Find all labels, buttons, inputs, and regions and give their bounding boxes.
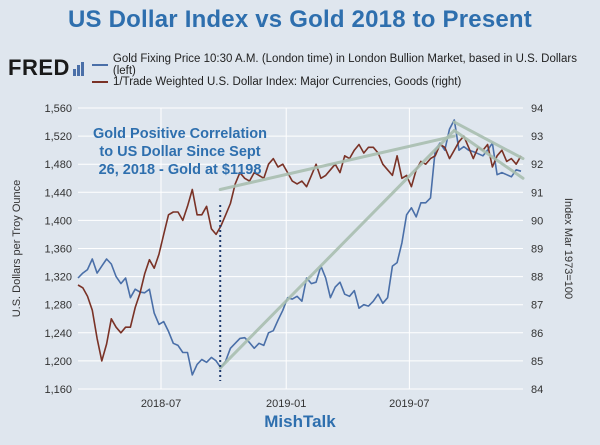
legend-swatch-dollar <box>92 80 108 83</box>
ytick-label-left: 1,200 <box>44 356 72 368</box>
ytick-label-left: 1,520 <box>44 131 72 143</box>
trendline <box>218 134 456 191</box>
ytick-label-right: 86 <box>531 328 543 340</box>
fred-logo: FRED <box>8 55 85 81</box>
xtick-label: 2019-07 <box>389 398 429 410</box>
ytick-label-left: 1,560 <box>44 103 72 115</box>
xtick-label: 2018-07 <box>141 398 181 410</box>
ytick-label-right: 94 <box>531 103 543 115</box>
ytick-label-right: 93 <box>531 131 543 143</box>
trendline <box>452 128 525 180</box>
ytick-label-right: 84 <box>531 384 543 396</box>
ytick-label-left: 1,160 <box>44 384 72 396</box>
xtick-label: 2019-01 <box>266 398 306 410</box>
legend-item-gold: Gold Fixing Price 10:30 A.M. (London tim… <box>92 53 600 77</box>
ytick-label-right: 90 <box>531 215 543 227</box>
series-line-dollar <box>77 135 522 362</box>
ytick-label-left: 1,480 <box>44 159 72 171</box>
fred-logo-text: FRED <box>8 55 70 80</box>
legend-label-dollar: 1/Trade Weighted U.S. Dollar Index: Majo… <box>113 75 462 88</box>
legend-label-gold: Gold Fixing Price 10:30 A.M. (London tim… <box>112 52 577 77</box>
legend-item-dollar: 1/Trade Weighted U.S. Dollar Index: Majo… <box>92 73 600 90</box>
ytick-label-left: 1,240 <box>44 328 72 340</box>
trendline <box>218 128 456 370</box>
ytick-label-right: 87 <box>531 300 543 312</box>
ytick-label-left: 1,280 <box>44 300 72 312</box>
ytick-label-right: 85 <box>531 356 543 368</box>
ytick-label-left: 1,440 <box>44 187 72 199</box>
ytick-label-left: 1,400 <box>44 215 72 227</box>
ytick-label-right: 91 <box>531 187 543 199</box>
trendline <box>452 120 525 161</box>
legend-swatch-gold <box>92 63 108 66</box>
ytick-label-left: 1,360 <box>44 244 72 256</box>
chart-legend: Gold Fixing Price 10:30 A.M. (London tim… <box>92 53 600 90</box>
ylabel-left: U.S. Dollars per Troy Ounce <box>11 180 23 318</box>
ytick-label-right: 92 <box>531 159 543 171</box>
chart-title: US Dollar Index vs Gold 2018 to Present <box>68 6 532 33</box>
ylabel-right: Index Mar 1973=100 <box>562 198 574 299</box>
annotation-line: to US Dollar Since Sept <box>99 144 260 160</box>
ytick-label-left: 1,320 <box>44 272 72 284</box>
annotation-line: 26, 2018 - Gold at $1198 <box>99 162 262 178</box>
annotation-line: Gold Positive Correlation <box>93 126 267 142</box>
fred-logo-bars-icon <box>72 62 84 77</box>
ytick-label-right: 89 <box>531 244 543 256</box>
ytick-label-right: 88 <box>531 272 543 284</box>
brand-label: MishTalk <box>264 412 336 431</box>
